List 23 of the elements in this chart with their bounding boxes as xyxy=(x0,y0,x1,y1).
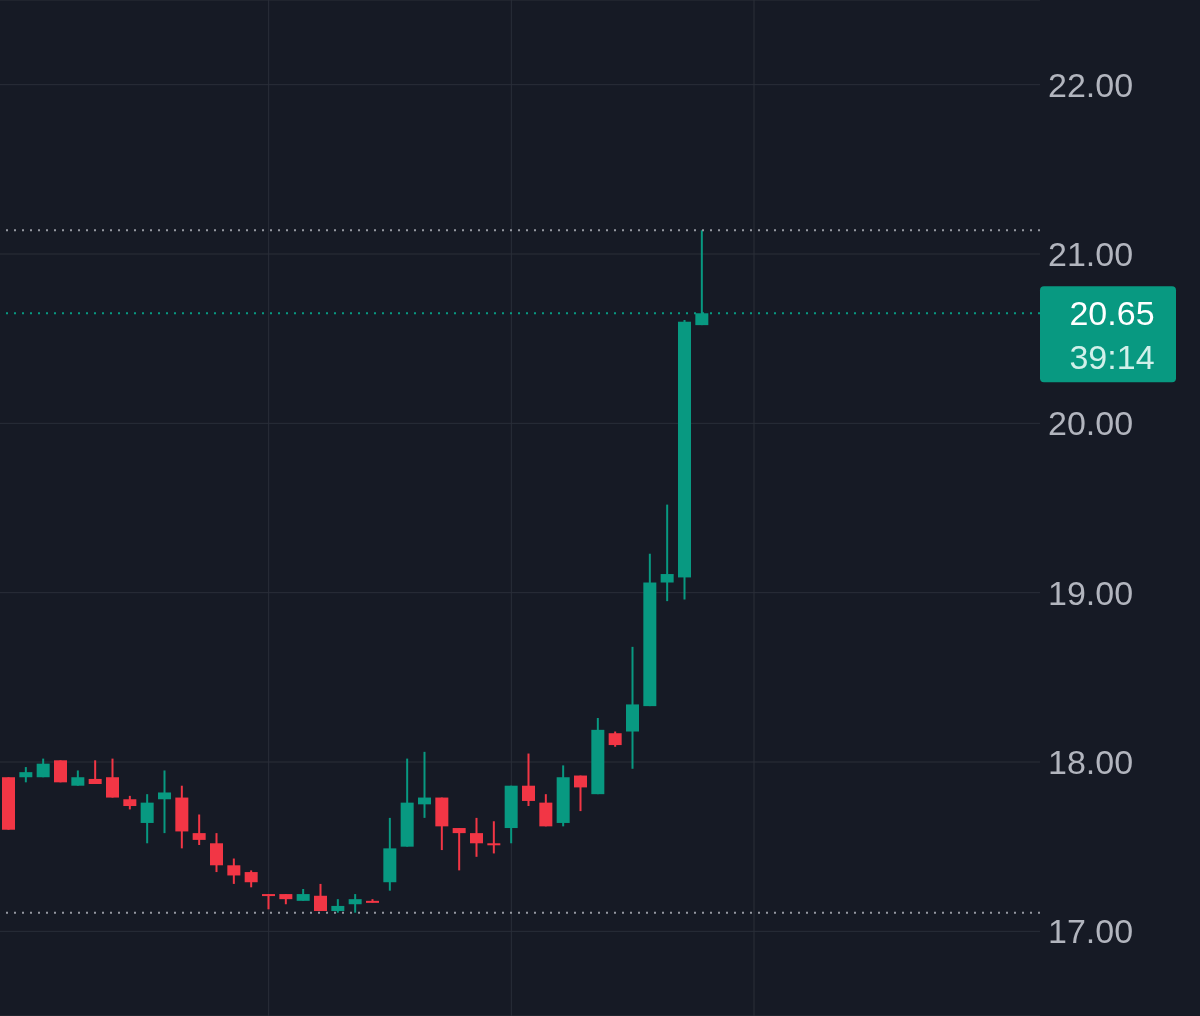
candlestick xyxy=(314,882,327,913)
candlestick xyxy=(140,793,154,845)
candlestick xyxy=(574,774,587,813)
candlestick xyxy=(487,820,501,855)
y-tick-label: 21.00 xyxy=(1048,235,1134,274)
text: 39:14 xyxy=(1069,338,1155,377)
candlestick xyxy=(158,769,171,835)
candlestick xyxy=(106,757,119,799)
candlestick xyxy=(227,857,241,885)
candlestick xyxy=(192,813,206,846)
candlestick xyxy=(522,752,535,808)
candlestick xyxy=(539,793,553,828)
y-tick-label: 19.00 xyxy=(1048,573,1134,612)
candlestick xyxy=(470,816,483,858)
y-tick-label: 20.00 xyxy=(1048,404,1134,443)
candlestick xyxy=(660,503,674,603)
y-tick-label: 18.00 xyxy=(1048,743,1134,782)
ref-line-label: 20.65 xyxy=(1069,294,1155,333)
candlestick xyxy=(348,893,362,914)
candlestick xyxy=(210,832,223,874)
candlestick xyxy=(452,827,466,872)
y-tick-label: 22.00 xyxy=(1048,65,1134,104)
y-tick-label: 17.00 xyxy=(1048,912,1134,951)
